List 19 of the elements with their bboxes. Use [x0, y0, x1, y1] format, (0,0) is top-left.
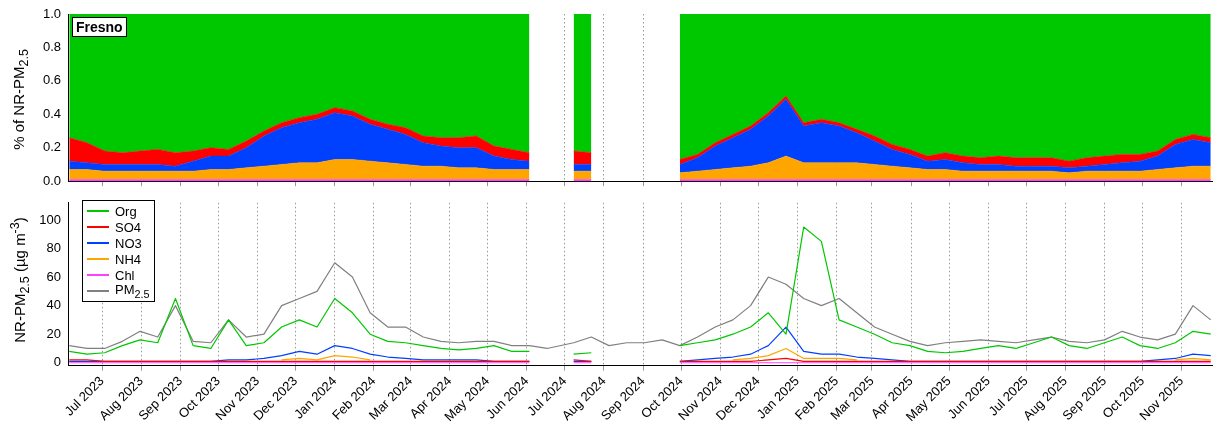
- y-tick-label: 1.0: [42, 5, 61, 21]
- legend-label: PM$_{2.5}$: [115, 282, 150, 300]
- legend-label: NO3: [115, 235, 142, 251]
- y-tick-label: 0.6: [42, 72, 61, 88]
- y-tick-label: 20: [46, 325, 61, 341]
- legend-label: NH4: [115, 251, 142, 267]
- y-tick-label: 60: [46, 268, 61, 284]
- y-tick-label: 0.0: [42, 172, 61, 188]
- y-tick-label: 0.4: [42, 105, 61, 121]
- legend-label: Chl: [115, 267, 135, 283]
- y-tick-label: 100: [39, 211, 61, 227]
- legend-label: SO4: [115, 219, 142, 235]
- legend-label: Org: [115, 203, 137, 219]
- y-tick-label: 40: [46, 297, 61, 313]
- y-tick-label: 0.8: [42, 39, 61, 55]
- annotation: Fresno: [72, 17, 127, 37]
- y-tick-label: 80: [46, 240, 61, 256]
- y-tick-label: 0: [53, 354, 61, 370]
- y-tick-label: 0.2: [42, 139, 61, 155]
